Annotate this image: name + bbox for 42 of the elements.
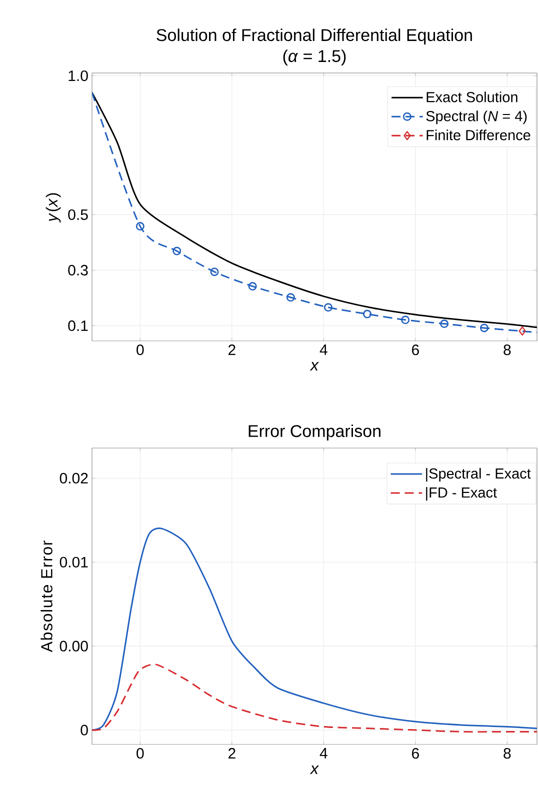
- point: [136, 222, 144, 231]
- x-tick-label: 4: [320, 748, 328, 758]
- x-tick-label: 2: [228, 748, 236, 758]
- line-series: [92, 528, 537, 731]
- x-axis-title: x: [310, 766, 319, 774]
- legend-label: Exact Solution: [426, 92, 518, 102]
- legend-label: |Spectral - Exact: [426, 468, 531, 482]
- point: [518, 326, 526, 336]
- point: [401, 316, 410, 324]
- x-tick-label: 0: [136, 344, 144, 356]
- x-axis-title: x: [310, 362, 319, 370]
- point: [248, 282, 257, 291]
- legend-label: |FD - Exact: [426, 487, 497, 501]
- y-tick-label: 1.0: [68, 70, 88, 82]
- legend-label: Finite Difference: [426, 130, 530, 140]
- y-tick-label: 0: [80, 724, 88, 736]
- y-tick-label: 0.1: [68, 320, 88, 332]
- x-tick-label: 8: [504, 748, 511, 759]
- x-tick-label: 6: [412, 344, 419, 356]
- chart-title: Solution of Fractional Differential Equation: [156, 28, 472, 44]
- line-series: [92, 664, 537, 733]
- point: [210, 268, 219, 276]
- x-tick-label: 8: [504, 344, 511, 356]
- point: [286, 293, 295, 302]
- y-tick-label: 0.02: [60, 472, 88, 484]
- chart-title: Error Comparison: [248, 424, 380, 440]
- y-tick-label: 0.00: [60, 640, 88, 652]
- chart-subtitle: (α = 1.5): [283, 50, 346, 66]
- y-tick-label: 0.01: [60, 556, 88, 568]
- x-tick-label: 0: [136, 748, 144, 759]
- legend-label: Spectral (N = 4): [426, 110, 527, 124]
- y-axis-title: Absolute Error: [40, 540, 52, 652]
- point: [324, 303, 333, 312]
- point: [480, 324, 488, 332]
- x-tick-label: 2: [228, 344, 236, 356]
- point: [440, 320, 449, 328]
- point: [363, 310, 372, 318]
- x-tick-label: 6: [412, 748, 419, 759]
- y-tick-label: 0.5: [68, 209, 88, 220]
- x-tick-label: 4: [320, 344, 328, 355]
- point: [172, 246, 182, 256]
- y-tick-label: 0.3: [68, 264, 88, 276]
